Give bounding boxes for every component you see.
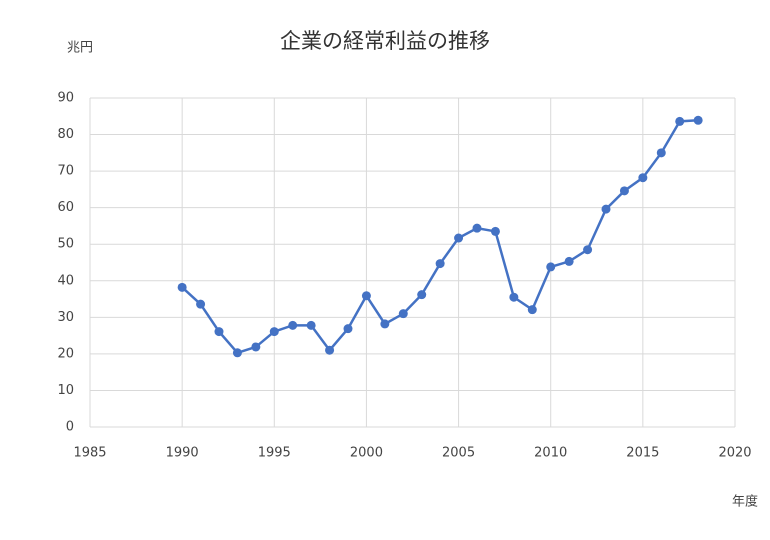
data-line bbox=[181, 119, 699, 355]
data-point bbox=[398, 309, 408, 319]
data-point bbox=[251, 342, 261, 352]
data-point bbox=[343, 324, 353, 334]
data-point bbox=[380, 319, 390, 329]
data-point bbox=[306, 320, 316, 330]
y-tick-label: 60 bbox=[57, 200, 74, 215]
data-point bbox=[177, 282, 187, 292]
data-point bbox=[472, 223, 482, 233]
y-tick-label: 20 bbox=[57, 346, 74, 361]
data-point bbox=[675, 116, 685, 126]
x-tick-label: 2015 bbox=[626, 446, 659, 461]
data-point bbox=[564, 256, 574, 266]
x-tick-label: 2010 bbox=[534, 446, 567, 461]
y-tick-label: 80 bbox=[57, 127, 74, 142]
data-point bbox=[214, 327, 224, 337]
x-tick-label: 2020 bbox=[718, 446, 751, 461]
y-tick-label: 70 bbox=[57, 164, 74, 179]
y-tick-label: 0 bbox=[66, 420, 74, 435]
data-point bbox=[601, 204, 611, 214]
data-point bbox=[417, 290, 427, 300]
data-point bbox=[288, 320, 298, 330]
data-point bbox=[196, 299, 206, 309]
y-tick-label: 50 bbox=[57, 237, 74, 252]
data-point bbox=[325, 345, 335, 355]
data-point bbox=[546, 262, 556, 272]
y-tick-label: 90 bbox=[57, 91, 74, 106]
data-point bbox=[527, 305, 537, 315]
data-point bbox=[583, 245, 593, 255]
data-point bbox=[454, 233, 464, 243]
x-tick-label: 2005 bbox=[442, 446, 475, 461]
data-point bbox=[490, 226, 500, 236]
x-tick-label: 1990 bbox=[166, 446, 199, 461]
data-point bbox=[656, 148, 666, 158]
data-point bbox=[232, 348, 242, 358]
data-point bbox=[638, 173, 648, 183]
data-point bbox=[361, 291, 371, 301]
y-axis-label: 兆円 bbox=[67, 41, 93, 56]
data-point bbox=[435, 259, 445, 269]
y-tick-label: 40 bbox=[57, 273, 74, 288]
data-point bbox=[269, 327, 279, 337]
y-tick-label: 10 bbox=[57, 383, 74, 398]
y-tick-label: 30 bbox=[57, 310, 74, 325]
data-point bbox=[509, 292, 519, 302]
data-point bbox=[619, 186, 629, 196]
x-tick-label: 1985 bbox=[73, 446, 106, 461]
data-point bbox=[693, 115, 703, 125]
x-tick-label: 2000 bbox=[350, 446, 383, 461]
chart-title: 企業の経常利益の推移 bbox=[280, 29, 490, 53]
x-tick-label: 1995 bbox=[258, 446, 291, 461]
x-axis-label: 年度 bbox=[732, 494, 758, 510]
